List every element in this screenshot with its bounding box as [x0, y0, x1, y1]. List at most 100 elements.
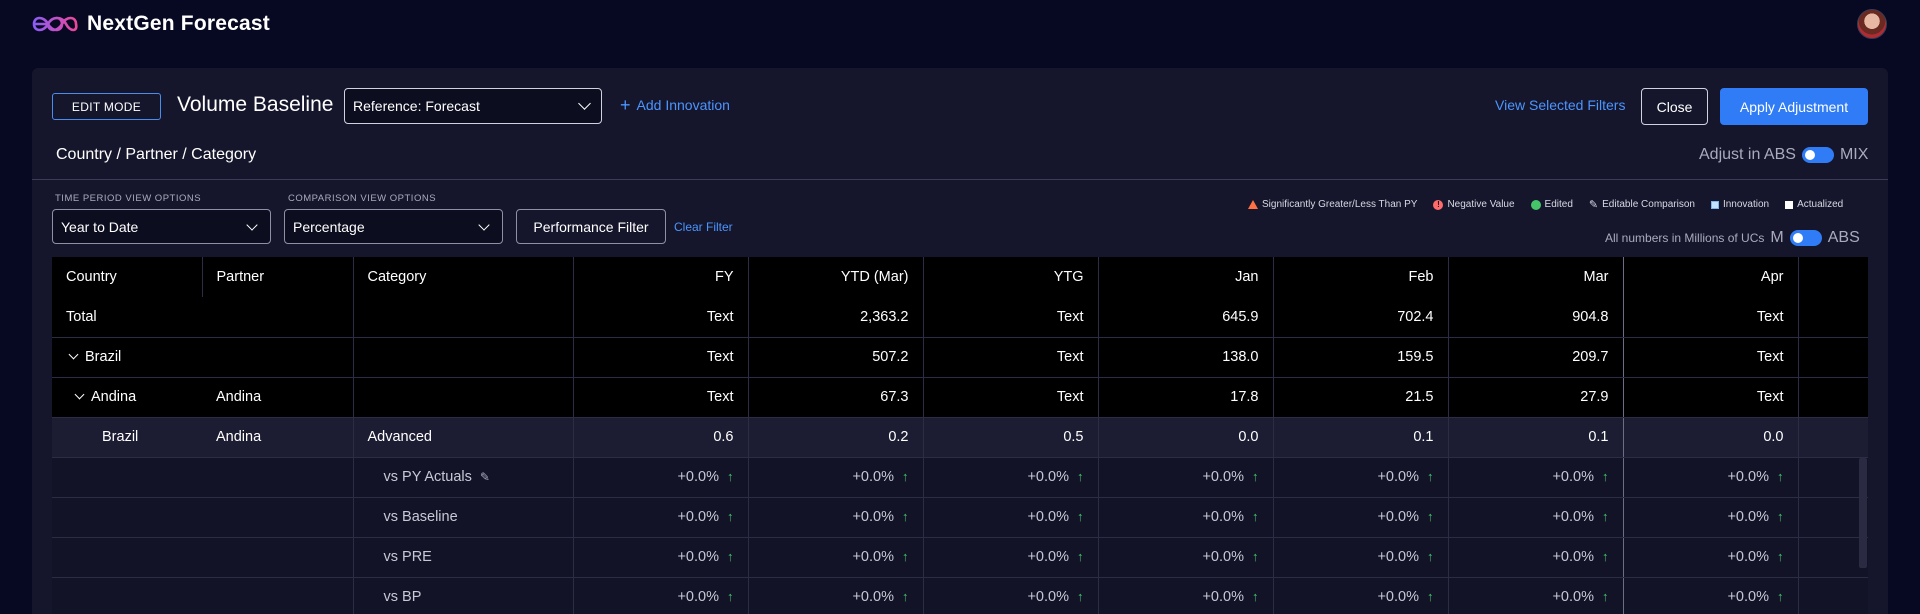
comparison-cell: +0.0% ↑ — [923, 457, 1099, 498]
view-selected-filters-link[interactable]: View Selected Filters — [1495, 97, 1626, 113]
table-cell[interactable]: 0.1 — [1448, 417, 1624, 458]
chevron-down-icon — [578, 97, 591, 110]
arrow-up-icon: ↑ — [902, 469, 909, 484]
adjust-mode-toggle[interactable] — [1801, 147, 1834, 163]
add-innovation-button[interactable]: + Add Innovation — [620, 95, 730, 115]
comparison-cell: +0.0% ↑ — [1273, 577, 1449, 614]
column-header[interactable]: FY — [573, 257, 749, 297]
table-row-advanced[interactable]: Brazil Andina Advanced 0.6 0.2 0.5 0.0 0… — [52, 417, 1868, 458]
comparison-cell: +0.0% ↑ — [748, 537, 924, 578]
arrow-up-icon: ↑ — [1777, 469, 1784, 484]
table-cell — [202, 297, 354, 338]
column-header[interactable]: Feb — [1273, 257, 1449, 297]
pencil-icon[interactable]: ✎ — [479, 470, 490, 484]
table-cell: 645.9 — [1098, 297, 1274, 338]
column-header[interactable]: Category — [353, 257, 574, 297]
table-cell[interactable]: 0.6 — [573, 417, 749, 458]
arrow-up-icon: ↑ — [902, 509, 909, 524]
comparison-value: +0.0% — [1027, 469, 1069, 485]
arrow-up-icon: ↑ — [727, 509, 734, 524]
table-cell[interactable]: 0.5 — [923, 417, 1099, 458]
table-cell[interactable]: 0.0 — [1098, 417, 1274, 458]
table-cell[interactable]: 0.2 — [748, 417, 924, 458]
table-cell: 904.8 — [1448, 297, 1624, 338]
performance-filter-button[interactable]: Performance Filter — [516, 209, 666, 244]
column-header[interactable]: Country — [52, 257, 203, 297]
column-header[interactable]: Jan — [1098, 257, 1274, 297]
comparison-label: vs Baseline — [353, 497, 574, 538]
close-button[interactable]: Close — [1641, 88, 1708, 125]
apply-adjustment-button[interactable]: Apply Adjustment — [1720, 88, 1868, 125]
reference-select[interactable]: Reference: Forecast — [344, 88, 602, 124]
table-cell: 17.8 — [1098, 377, 1274, 418]
negative-value-icon: ! — [1433, 199, 1444, 210]
arrow-up-icon: ↑ — [1602, 549, 1609, 564]
comparison-cell: +0.0% ↑ — [1098, 457, 1274, 498]
table-cell: Text — [1623, 377, 1799, 418]
table-cell: 702.4 — [1273, 297, 1449, 338]
column-header[interactable]: YTD (Mar) — [748, 257, 924, 297]
comparison-value: +0.0% — [1552, 549, 1594, 565]
table-cell — [1798, 297, 1868, 338]
column-header[interactable]: Partner — [202, 257, 354, 297]
column-header[interactable]: Mar — [1448, 257, 1624, 297]
column-header[interactable]: Apr — [1623, 257, 1799, 297]
innovation-square-icon — [1710, 200, 1719, 209]
table-cell: 21.5 — [1273, 377, 1449, 418]
table-cell: Text — [1623, 297, 1799, 338]
arrow-up-icon: ↑ — [1777, 549, 1784, 564]
column-header[interactable]: YTG — [923, 257, 1099, 297]
comparison-value: +0.0% — [1727, 549, 1769, 565]
table-cell[interactable]: 0.1 — [1273, 417, 1449, 458]
legend-edited: Edited — [1530, 199, 1573, 210]
legend-significant: Significantly Greater/Less Than PY — [1248, 199, 1417, 210]
plus-icon: + — [620, 95, 631, 115]
table-scrollbar[interactable] — [1859, 458, 1867, 568]
chevron-down-icon[interactable] — [68, 349, 79, 360]
actualized-square-icon — [1785, 200, 1794, 209]
comparison-cell: +0.0% ↑ — [1098, 537, 1274, 578]
comparison-cell: +0.0% ↑ — [1623, 577, 1799, 614]
arrow-up-icon: ↑ — [1077, 589, 1084, 604]
comparison-value: +0.0% — [852, 509, 894, 525]
legend-editable-label: Editable Comparison — [1602, 199, 1695, 210]
table-cell[interactable]: 0.0 — [1623, 417, 1799, 458]
units-toggle[interactable] — [1789, 230, 1822, 246]
comparison-row-bp: vs BP +0.0% ↑ +0.0% ↑ +0.0% ↑ +0.0% ↑ +0.0% ↑… — [52, 577, 1868, 614]
comparison-cell: +0.0% ↑ — [573, 577, 749, 614]
comparison-cell: +0.0% ↑ — [1623, 537, 1799, 578]
chevron-down-icon[interactable] — [74, 389, 85, 400]
comparison-label: vs PRE — [353, 537, 574, 578]
avatar[interactable] — [1857, 9, 1887, 39]
units-toggle-group: All numbers in Millions of UCs M ABS — [1605, 229, 1860, 247]
adjust-mix-label: MIX — [1839, 146, 1869, 163]
comparison-value: +0.0% — [677, 509, 719, 525]
time-period-select[interactable]: Year to Date — [52, 209, 271, 244]
table-row-andina[interactable]: Andina Andina Text 67.3 Text 17.8 21.5 2… — [52, 377, 1868, 418]
legend: Significantly Greater/Less Than PY ! Nega… — [1248, 198, 1843, 211]
reference-select-value: Reference: Forecast — [353, 98, 480, 114]
row-label[interactable]: Brazil — [52, 337, 202, 378]
table-cell — [202, 537, 354, 578]
table-cell — [1798, 497, 1868, 538]
comparison-value: +0.0% — [1377, 469, 1419, 485]
row-label[interactable]: Andina — [52, 377, 202, 418]
arrow-up-icon: ↑ — [1602, 589, 1609, 604]
comparison-cell: +0.0% ↑ — [1448, 577, 1624, 614]
clear-filter-link[interactable]: Clear Filter — [674, 220, 733, 234]
edit-mode-button[interactable]: EDIT MODE — [52, 93, 161, 120]
divider — [32, 179, 1888, 180]
table-row-brazil[interactable]: Brazil Text 507.2 Text 138.0 159.5 209.7… — [52, 337, 1868, 378]
column-header-blank — [1798, 257, 1868, 297]
comparison-select[interactable]: Percentage — [284, 209, 503, 244]
page-title: Volume Baseline — [177, 93, 334, 116]
arrow-up-icon: ↑ — [1252, 549, 1259, 564]
pencil-icon: ✎ — [1588, 199, 1599, 211]
arrow-up-icon: ↑ — [727, 469, 734, 484]
table-row-total[interactable]: Total Text 2,363.2 Text 645.9 702.4 904.… — [52, 297, 1868, 338]
table-cell — [202, 457, 354, 498]
table-cell — [1798, 417, 1868, 458]
comparison-cell: +0.0% ↑ — [573, 537, 749, 578]
table-cell: Text — [1623, 337, 1799, 378]
legend-innovation: Innovation — [1710, 199, 1769, 210]
